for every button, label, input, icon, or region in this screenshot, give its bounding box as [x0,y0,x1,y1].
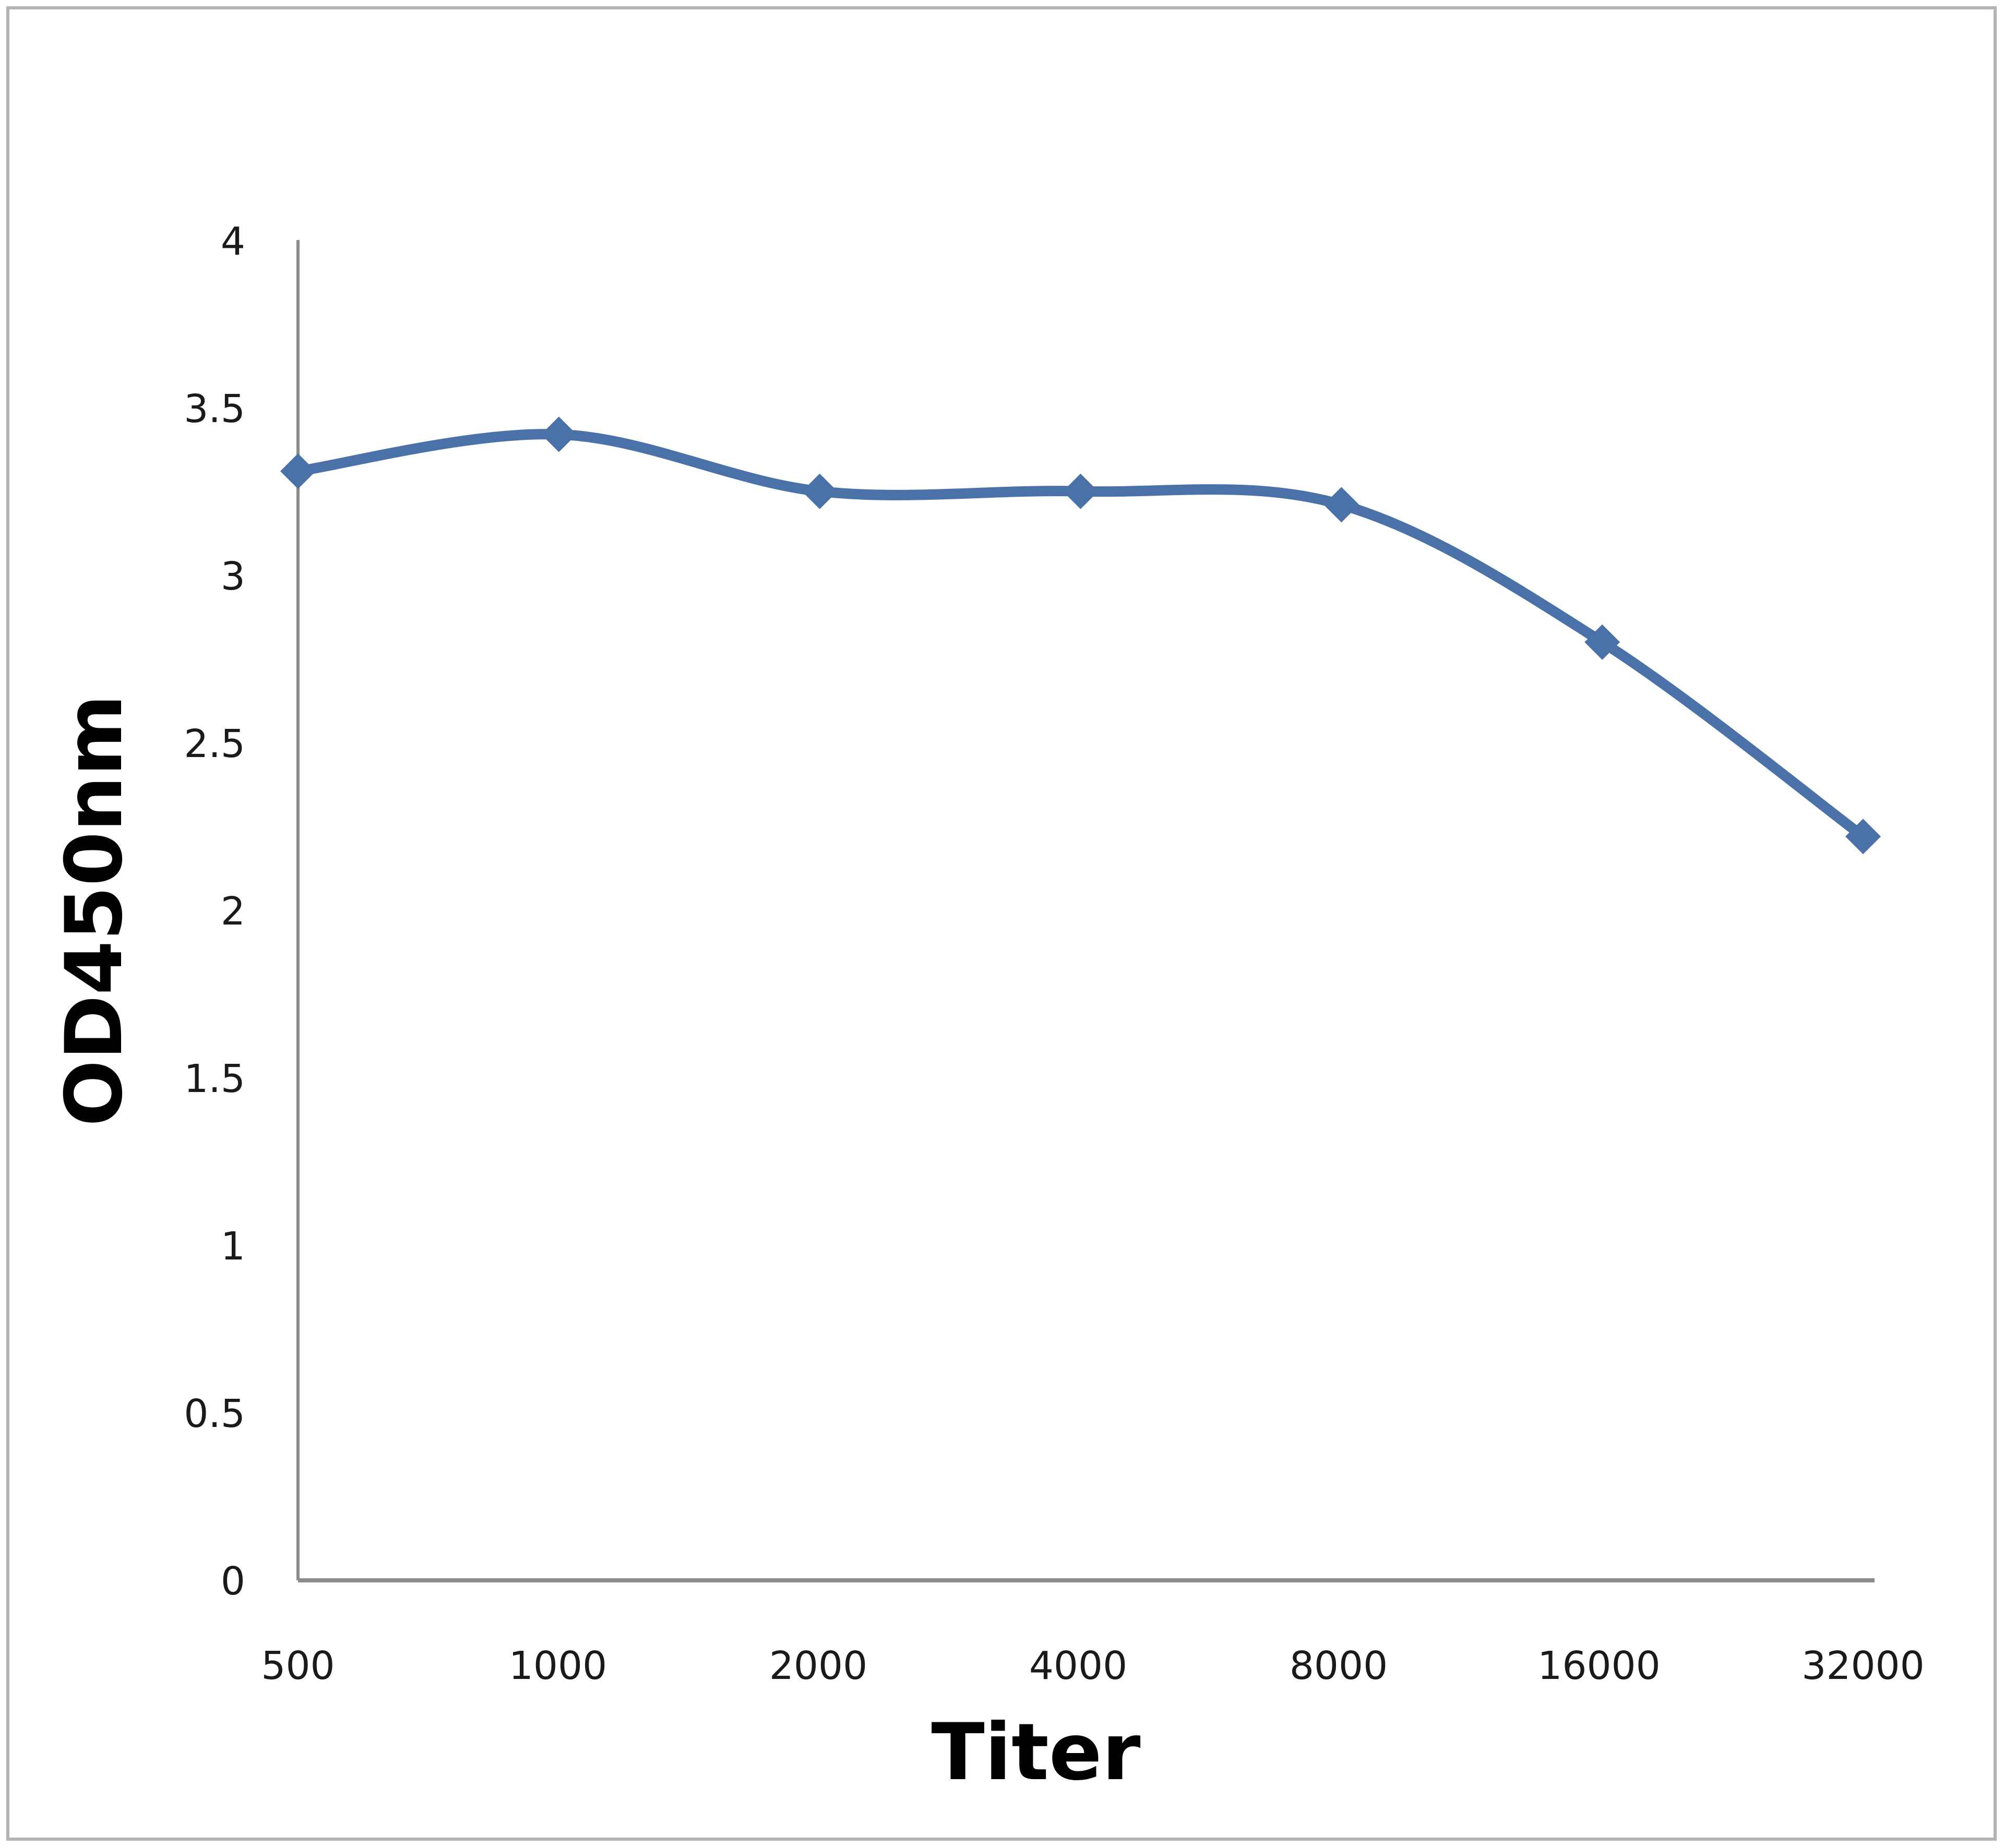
y-tick-label: 3 [221,554,245,599]
chart-frame [6,6,1997,1841]
y-tick-label: 1.5 [184,1057,245,1101]
y-tick-label: 0.5 [184,1391,245,1436]
diamond-marker-icon [541,416,577,452]
x-tick-label: 1000 [509,1643,607,1688]
x-tick-label: 4000 [1029,1643,1127,1688]
y-tick-label: 4 [221,219,245,264]
y-tick-label: 0 [221,1559,245,1604]
series-layer [280,416,1881,855]
x-tick-label: 2000 [769,1643,867,1688]
y-axis-title: OD450nm [49,694,140,1126]
x-tick-label: 16000 [1537,1643,1660,1688]
diamond-marker-icon [1323,487,1359,523]
x-tick-labels: 500 1000 2000 4000 8000 16000 32000 [261,1643,1924,1688]
y-tick-label: 2 [221,889,245,934]
y-tick-label: 2.5 [184,722,245,766]
y-tick-label: 3.5 [184,387,245,431]
diamond-marker-icon [1063,473,1099,509]
x-tick-label: 500 [261,1643,335,1688]
x-axis-title: Titer [931,1707,1140,1798]
x-tick-label: 32000 [1802,1643,1924,1688]
diamond-marker-icon [280,453,316,489]
diamond-marker-icon [1845,819,1881,855]
diamond-marker-icon [1584,624,1620,660]
y-tick-label: 1 [221,1224,245,1269]
diamond-marker-icon [802,473,838,509]
y-tick-labels: 0 0.5 1 1.5 2 2.5 3 3.5 4 [184,219,245,1604]
x-tick-label: 8000 [1290,1643,1388,1688]
